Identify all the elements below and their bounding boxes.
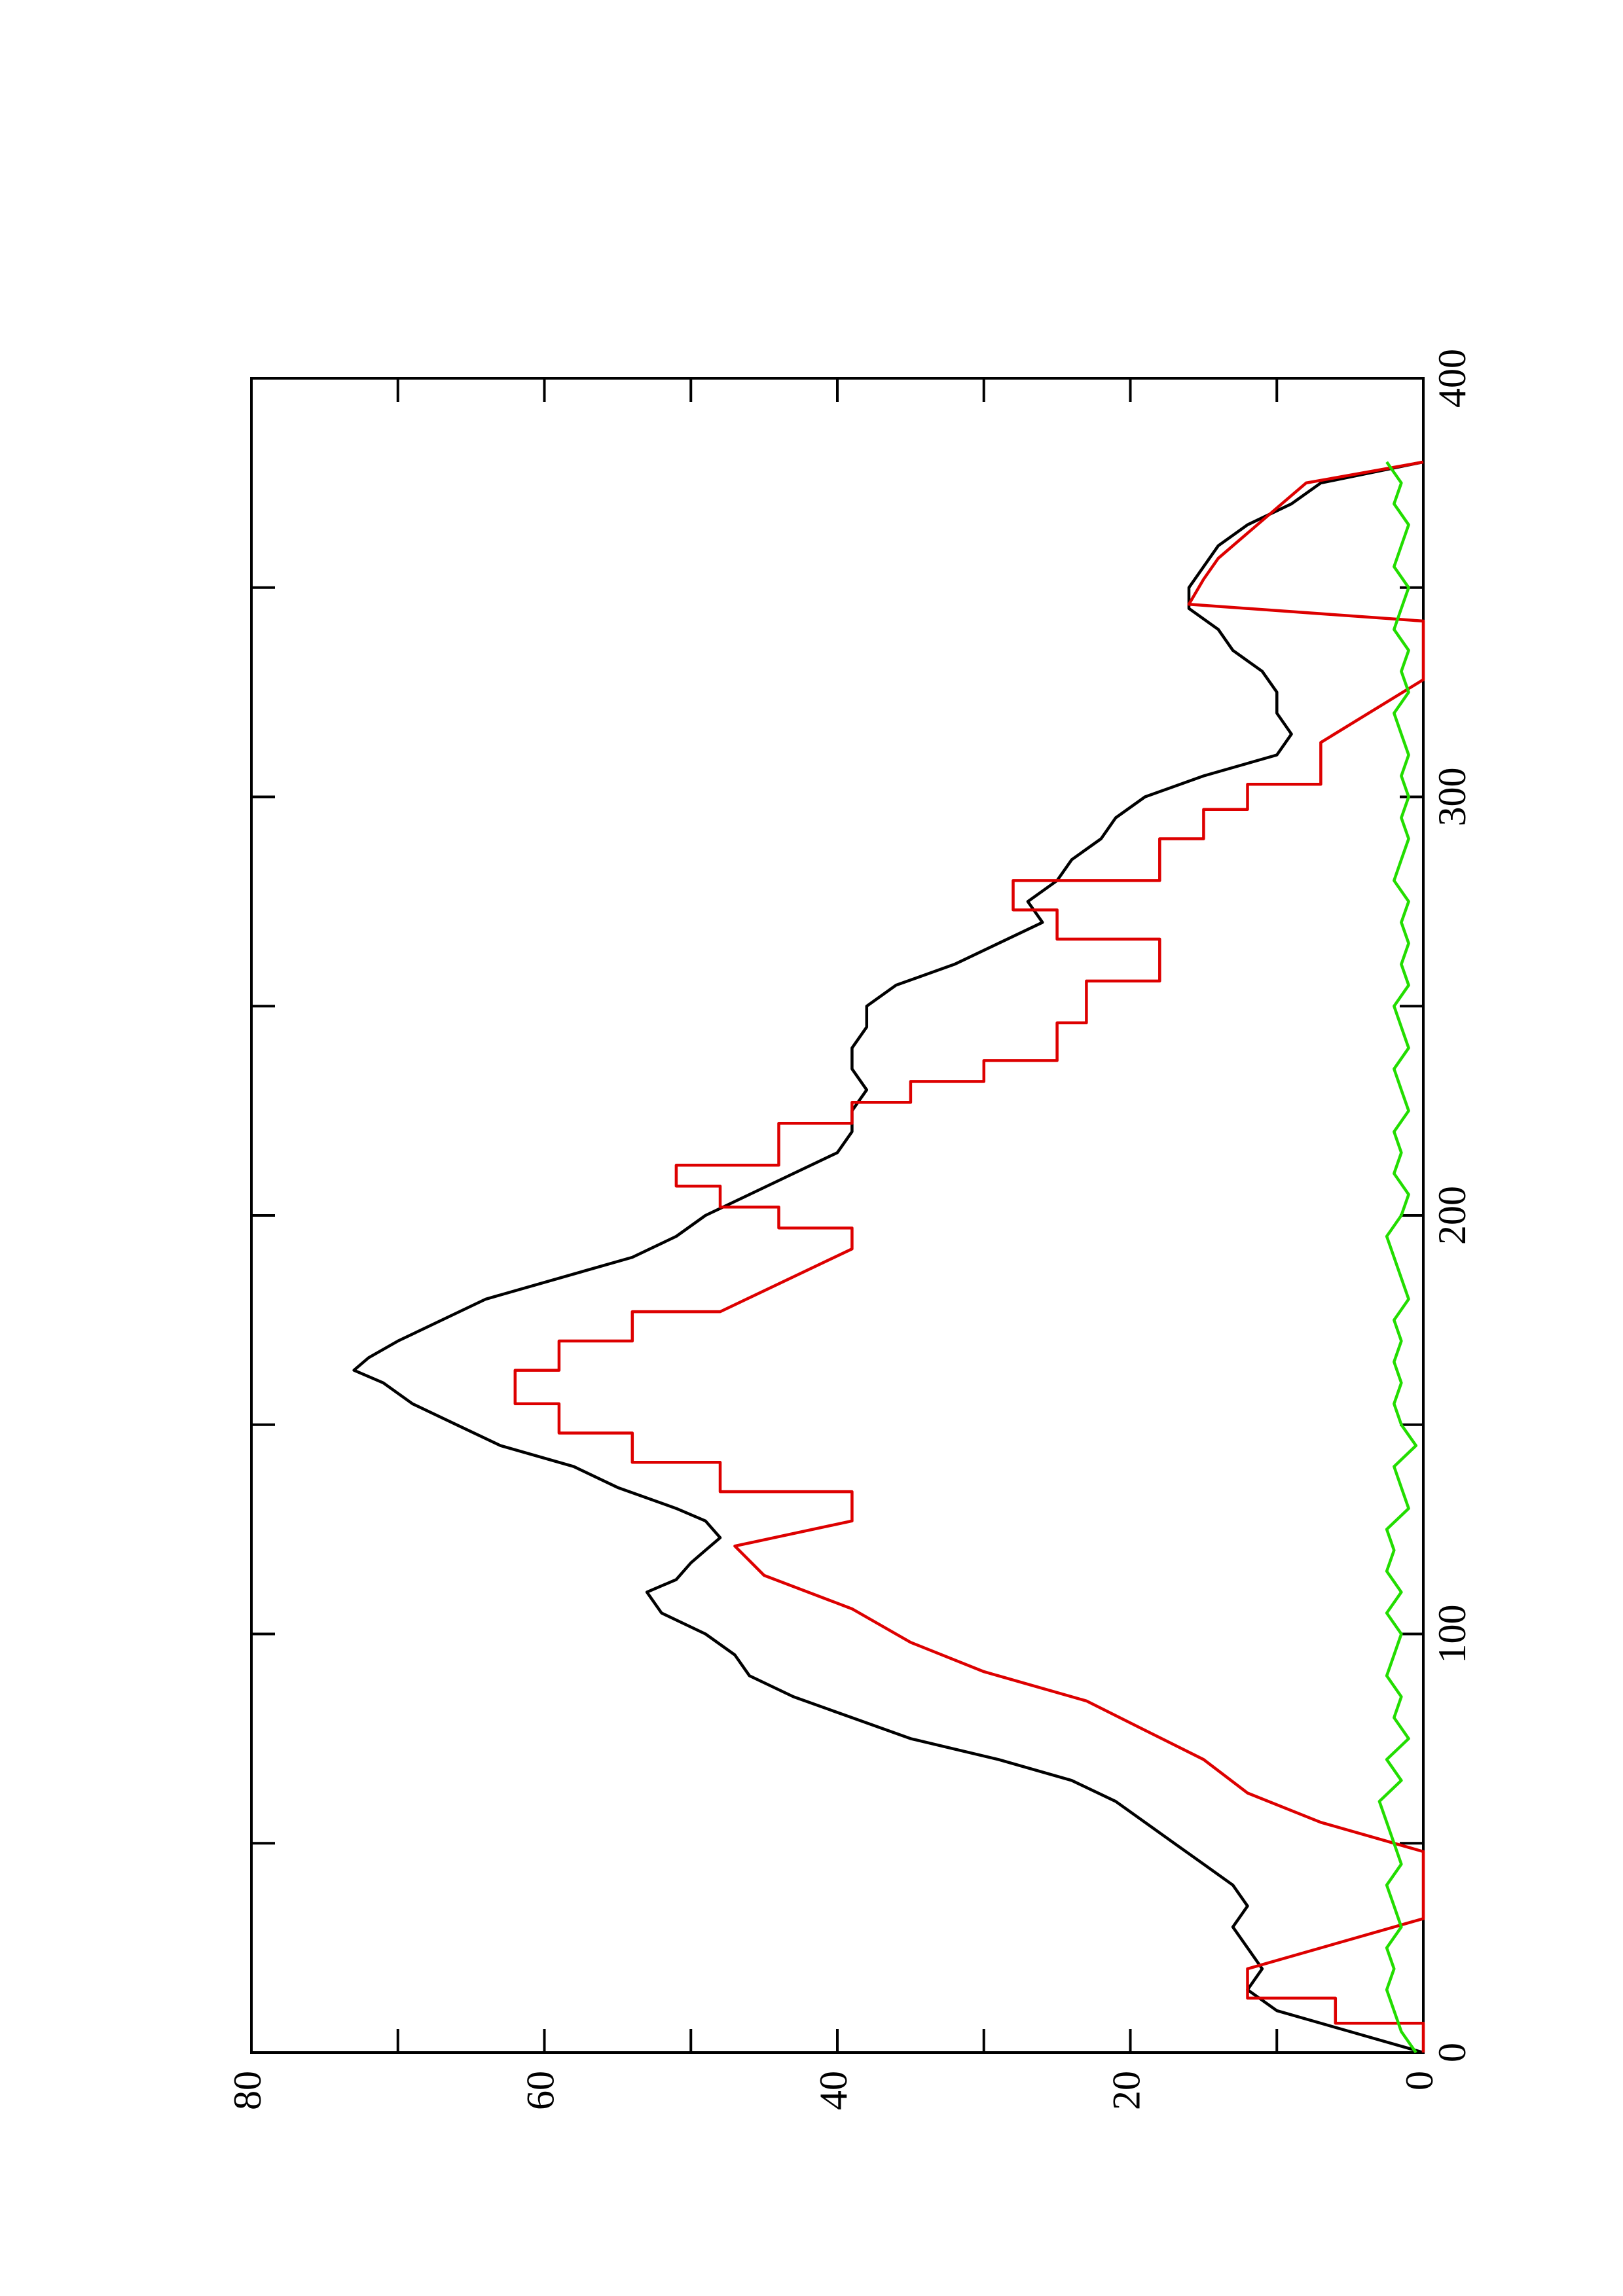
- series-layer: [352, 460, 1425, 2054]
- x-tick-label: 200: [1431, 1186, 1474, 1245]
- x-tick-label: 0: [1431, 2043, 1474, 2062]
- series-line-1: [352, 460, 1424, 2054]
- y-tick-label: 60: [519, 2071, 562, 2110]
- y-tick-label: 0: [1398, 2071, 1441, 2090]
- series-line-2: [513, 460, 1425, 2053]
- y-tick-label: 40: [812, 2071, 855, 2110]
- axis-tick-labels: 0 100 200 300 400 0 20 40 60 80: [226, 349, 1474, 2110]
- axis-ticks: [250, 377, 1425, 2054]
- y-tick-label: 20: [1104, 2071, 1148, 2110]
- plot-frame: [250, 377, 1425, 2054]
- y-tick-label: 80: [226, 2071, 269, 2110]
- x-tick-label: 400: [1431, 349, 1474, 408]
- x-tick-label: 100: [1431, 1605, 1474, 1664]
- x-tick-label: 300: [1431, 768, 1474, 827]
- series-line-3: [1377, 461, 1418, 2054]
